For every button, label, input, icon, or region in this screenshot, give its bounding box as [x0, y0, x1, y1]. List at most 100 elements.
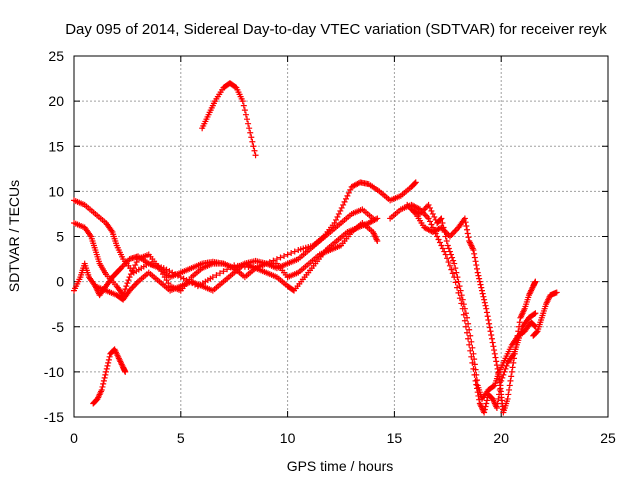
data-point	[483, 400, 490, 407]
y-tick-label: -10	[44, 364, 64, 380]
data-point	[277, 254, 284, 261]
data-point	[503, 362, 510, 369]
data-point	[487, 328, 494, 335]
series-trace-e	[199, 80, 259, 159]
y-tick-labels: -15 -10 -5 0 5 10 15 20 25	[44, 48, 64, 425]
data-point	[232, 83, 239, 90]
data-point	[249, 138, 256, 145]
data-point	[446, 248, 453, 255]
data-point	[437, 216, 444, 223]
data-point	[533, 329, 540, 336]
data-point	[438, 215, 445, 222]
data-point	[98, 386, 105, 393]
data-point	[460, 301, 467, 308]
data-point	[342, 195, 349, 202]
data-point	[341, 198, 348, 205]
data-point	[471, 361, 478, 368]
data-point	[532, 310, 539, 317]
data-point	[508, 368, 515, 375]
data-point	[241, 107, 248, 114]
data-point	[475, 272, 482, 279]
data-point	[445, 245, 452, 252]
data-point	[130, 265, 137, 272]
data-point	[103, 368, 110, 375]
data-point	[477, 281, 484, 288]
data-point	[100, 377, 107, 384]
data-point	[103, 365, 110, 372]
data-point	[338, 204, 345, 211]
data-point	[127, 271, 134, 278]
data-point	[220, 268, 227, 275]
data-point	[516, 319, 523, 326]
data-point	[429, 210, 436, 217]
data-point	[473, 371, 480, 378]
data-point	[248, 134, 255, 141]
data-point	[493, 358, 500, 365]
data-point	[465, 320, 472, 327]
data-point	[495, 395, 502, 402]
data-point	[104, 362, 111, 369]
data-point	[288, 250, 295, 257]
y-tick-label: 20	[48, 93, 64, 109]
data-point	[464, 329, 471, 336]
data-point	[482, 403, 489, 410]
data-point	[506, 382, 513, 389]
y-tick-label: 25	[48, 48, 64, 64]
data-point	[439, 219, 446, 226]
data-point	[510, 359, 517, 366]
data-point	[125, 277, 132, 284]
data-point	[473, 262, 480, 269]
series-trace-j	[530, 289, 560, 339]
data-point	[122, 286, 129, 293]
x-axis-label: GPS time / hours	[287, 458, 394, 474]
data-point	[466, 341, 473, 348]
data-point	[454, 274, 461, 281]
data-point	[457, 287, 464, 294]
y-tick-label: -5	[52, 319, 65, 335]
data-point	[493, 362, 500, 369]
data-point	[427, 204, 433, 211]
data-point	[239, 98, 246, 105]
data-point	[101, 374, 108, 381]
data-point	[334, 213, 341, 220]
data-point	[216, 270, 223, 277]
data-points	[71, 80, 560, 416]
data-point	[250, 143, 257, 150]
data-point	[252, 152, 259, 159]
data-point	[478, 284, 485, 291]
data-point	[472, 366, 479, 373]
data-point	[455, 278, 462, 285]
data-point	[335, 210, 342, 217]
data-point	[344, 192, 351, 199]
data-point	[450, 257, 457, 264]
x-tick-label: 15	[387, 430, 403, 446]
series-trace-f	[90, 346, 129, 407]
data-point	[481, 406, 488, 413]
data-point	[473, 265, 480, 272]
data-point	[444, 242, 451, 249]
data-point	[122, 368, 129, 375]
data-point	[123, 283, 130, 290]
data-point	[333, 216, 340, 223]
data-point	[464, 226, 471, 233]
series-trace-c	[71, 206, 377, 299]
data-point	[553, 289, 560, 296]
series-trace-d	[92, 215, 381, 303]
data-point	[448, 251, 455, 258]
data-point	[434, 233, 441, 240]
x-tick-label: 25	[600, 430, 616, 446]
series-trace-i	[404, 201, 539, 416]
data-point	[331, 219, 338, 226]
data-point	[501, 368, 508, 375]
y-tick-label: 0	[56, 274, 64, 290]
data-point	[470, 350, 477, 357]
x-tick-labels: 0 5 10 15 20 25	[70, 430, 616, 446]
data-point	[511, 355, 518, 362]
data-point	[476, 278, 483, 285]
data-point	[531, 310, 538, 317]
data-point	[412, 179, 419, 186]
data-point	[461, 305, 468, 312]
data-point	[165, 280, 172, 287]
data-point	[441, 248, 448, 255]
data-point	[463, 222, 470, 229]
